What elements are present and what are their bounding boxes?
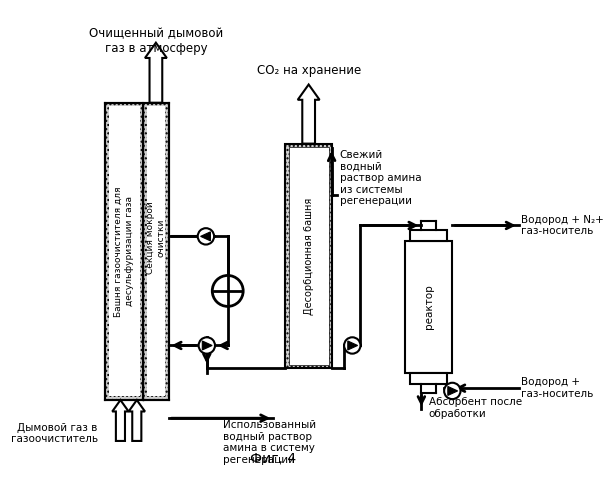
Polygon shape	[448, 386, 458, 396]
Polygon shape	[298, 84, 319, 144]
Text: Секция мокрой
очистки: Секция мокрой очистки	[146, 202, 166, 274]
Text: Десорбционная башня: Десорбционная башня	[303, 198, 314, 314]
Text: реактор: реактор	[424, 284, 433, 329]
Circle shape	[212, 276, 243, 306]
Bar	[289, 148, 329, 364]
Text: Водород +
газ-носитель: Водород + газ-носитель	[520, 378, 593, 399]
Bar	[411, 372, 447, 384]
Bar	[143, 102, 169, 400]
Text: Башня газоочистителя для
десульфуризации газа: Башня газоочистителя для десульфуризации…	[115, 186, 134, 316]
Bar	[147, 106, 165, 397]
Text: Использованный
водный раствор
амина в систему
регенерации: Использованный водный раствор амина в си…	[223, 420, 316, 465]
Polygon shape	[112, 400, 129, 441]
Polygon shape	[202, 341, 212, 350]
Bar	[285, 144, 332, 368]
Bar	[109, 106, 140, 397]
Bar	[405, 241, 452, 372]
Polygon shape	[129, 400, 145, 441]
Bar	[105, 102, 143, 400]
Circle shape	[344, 338, 360, 353]
Circle shape	[199, 338, 215, 353]
Text: Фиг. 4: Фиг. 4	[250, 452, 296, 466]
Polygon shape	[348, 341, 357, 350]
Bar	[411, 230, 447, 241]
Circle shape	[198, 228, 214, 244]
Polygon shape	[145, 42, 167, 102]
Text: Водород + N₂+
газ-носитель: Водород + N₂+ газ-носитель	[520, 214, 603, 236]
Polygon shape	[200, 232, 210, 241]
Text: CO₂ на хранение: CO₂ на хранение	[256, 64, 361, 77]
Text: Очищенный дымовой
газ в атмосферу: Очищенный дымовой газ в атмосферу	[89, 27, 223, 55]
Text: Свежий
водный
раствор амина
из системы
регенерации: Свежий водный раствор амина из системы р…	[340, 150, 421, 206]
Circle shape	[444, 383, 460, 399]
Text: Дымовой газ в
газоочиститель: Дымовой газ в газоочиститель	[10, 423, 97, 444]
Text: Абсорбент после
обработки: Абсорбент после обработки	[428, 398, 522, 419]
